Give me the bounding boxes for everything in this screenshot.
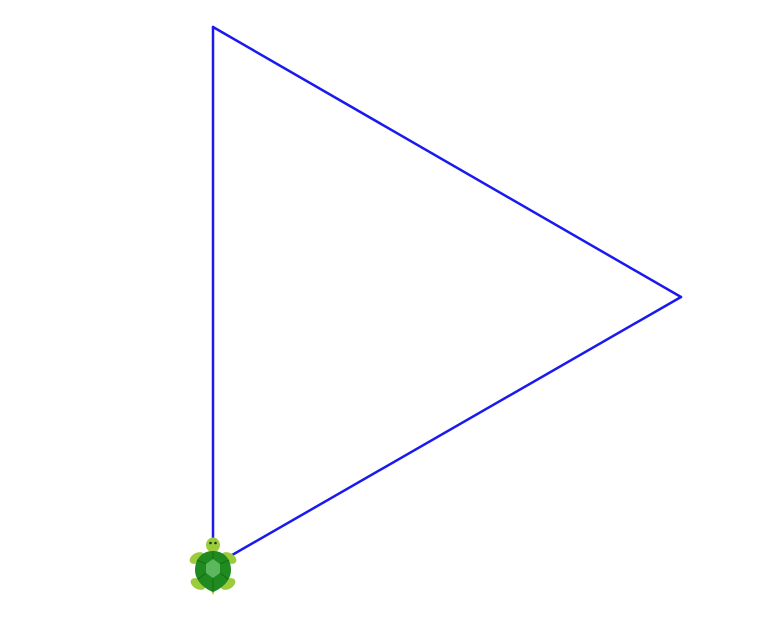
turtle-shell-pattern <box>206 559 220 578</box>
triangle-path <box>211 25 683 568</box>
turtle-head <box>206 537 220 553</box>
turtle-eye-left <box>209 541 212 545</box>
triangle-edge-bottom <box>211 295 683 568</box>
turtle-eye-right <box>214 541 217 545</box>
turtle-icon <box>189 537 237 595</box>
triangle-edge-top <box>211 25 683 299</box>
turtle-shell-seams <box>196 551 230 591</box>
